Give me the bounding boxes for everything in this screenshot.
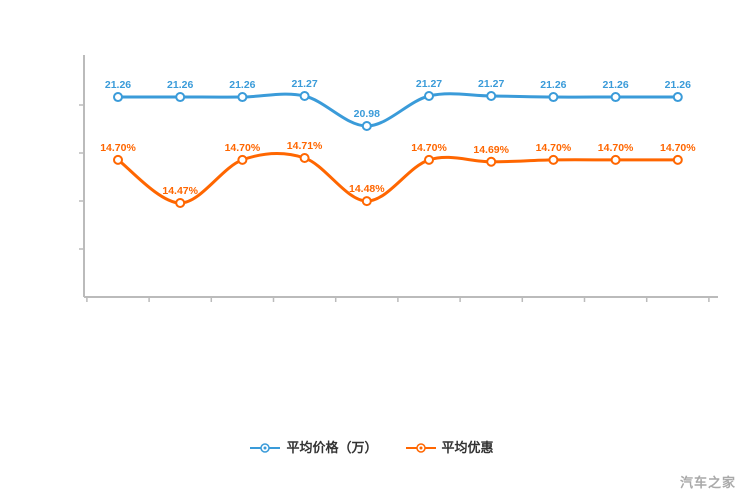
data-point-label: 14.71% bbox=[287, 140, 323, 152]
data-point-label: 14.47% bbox=[162, 185, 198, 197]
data-point-marker[interactable] bbox=[548, 154, 559, 165]
data-point-label: 21.26 bbox=[105, 79, 131, 91]
series-line bbox=[116, 92, 680, 128]
legend-item-avg-discount[interactable]: 平均优惠 bbox=[405, 440, 494, 455]
data-point-label: 14.70% bbox=[660, 142, 696, 154]
data-point-marker[interactable] bbox=[486, 91, 497, 101]
data-point-label: 14.69% bbox=[473, 144, 509, 156]
data-point-label: 21.27 bbox=[416, 78, 442, 90]
data-point-label: 14.70% bbox=[411, 142, 447, 154]
data-point-label: 14.48% bbox=[349, 183, 385, 195]
data-point-marker[interactable] bbox=[672, 92, 683, 103]
chart-legend: 平均价格（万） 平均优惠 bbox=[0, 441, 744, 455]
data-point-label: 14.70% bbox=[100, 142, 136, 154]
line-marker-icon bbox=[250, 443, 281, 453]
data-point-label: 14.70% bbox=[598, 142, 634, 154]
line-marker-icon bbox=[405, 443, 436, 453]
data-point-marker[interactable] bbox=[361, 120, 372, 131]
data-point-label: 14.70% bbox=[536, 142, 572, 154]
data-point-label: 21.27 bbox=[478, 78, 504, 90]
data-point-label: 20.98 bbox=[354, 108, 380, 120]
data-point-label: 21.26 bbox=[665, 79, 691, 91]
data-point-marker[interactable] bbox=[175, 92, 186, 103]
data-point-marker[interactable] bbox=[424, 91, 434, 101]
data-point-label: 21.26 bbox=[540, 79, 566, 91]
data-point-marker[interactable] bbox=[672, 154, 683, 165]
legend-label-avg-discount: 平均优惠 bbox=[441, 440, 494, 455]
data-point-marker[interactable] bbox=[175, 198, 186, 208]
series-line bbox=[116, 151, 680, 205]
data-point-marker[interactable] bbox=[237, 92, 248, 103]
legend-label-avg-price: 平均价格（万） bbox=[286, 440, 378, 455]
data-point-label: 21.26 bbox=[602, 79, 628, 91]
data-point-label: 21.26 bbox=[229, 79, 255, 91]
data-point-marker[interactable] bbox=[548, 92, 559, 103]
data-point-marker[interactable] bbox=[424, 154, 434, 165]
data-point-marker[interactable] bbox=[610, 92, 621, 103]
data-point-marker[interactable] bbox=[486, 156, 497, 167]
data-point-marker[interactable] bbox=[113, 154, 123, 165]
data-point-label: 14.70% bbox=[225, 142, 261, 154]
legend-item-avg-price[interactable]: 平均价格（万） bbox=[250, 440, 378, 455]
data-point-label: 21.27 bbox=[291, 78, 317, 90]
data-point-marker[interactable] bbox=[299, 153, 310, 163]
watermark-autohome: 汽车之家 bbox=[679, 475, 736, 490]
data-point-marker[interactable] bbox=[113, 92, 123, 103]
data-point-label: 21.26 bbox=[167, 79, 193, 91]
data-point-marker[interactable] bbox=[361, 196, 372, 207]
data-point-marker[interactable] bbox=[299, 91, 310, 101]
data-point-marker[interactable] bbox=[237, 154, 248, 165]
data-point-marker[interactable] bbox=[610, 154, 621, 165]
